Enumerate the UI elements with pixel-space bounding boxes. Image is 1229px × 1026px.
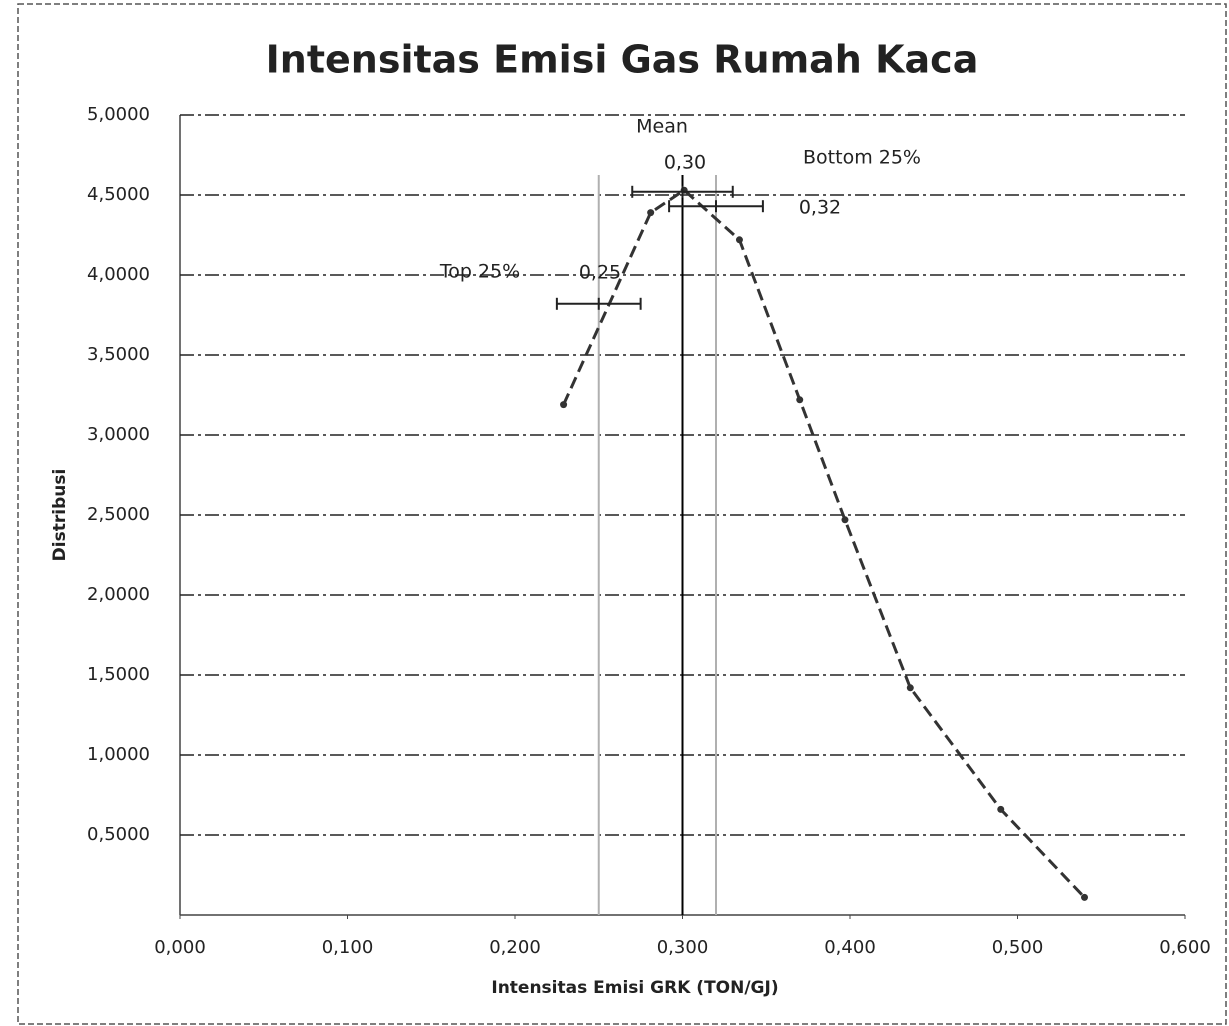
x-tick-label: 0,500 — [992, 937, 1044, 958]
data-point — [560, 401, 568, 409]
x-tick-label: 0,200 — [489, 937, 541, 958]
y-tick-label: 1,5000 — [87, 664, 150, 685]
y-tick-label: 5,0000 — [87, 104, 150, 125]
y-tick-label: 4,0000 — [87, 264, 150, 285]
y-tick-label: 3,5000 — [87, 344, 150, 365]
y-tick-label: 4,5000 — [87, 184, 150, 205]
x-tick-label: 0,400 — [824, 937, 876, 958]
y-tick-label: 0,5000 — [87, 824, 150, 845]
x-tick-label: 0,100 — [322, 937, 374, 958]
annotation: Top 25% — [439, 261, 520, 283]
y-axis-label: Distribusi — [50, 469, 70, 562]
annotation: Mean — [636, 116, 688, 138]
data-point — [796, 396, 804, 404]
data-point — [997, 805, 1005, 813]
x-tick-label: 0,300 — [657, 937, 709, 958]
x-tick-label: 0,600 — [1159, 937, 1211, 958]
y-tick-label: 3,0000 — [87, 424, 150, 445]
annotation: 0,25 — [579, 262, 621, 284]
error-bar — [631, 185, 734, 198]
annotation: 0,30 — [664, 152, 706, 174]
x-axis-label: Intensitas Emisi GRK (TON/GJ) — [491, 978, 778, 998]
annotation: 0,32 — [799, 197, 841, 219]
y-tick-label: 1,0000 — [87, 744, 150, 765]
error-bar — [555, 297, 642, 310]
chart-title: Intensitas Emisi Gas Rumah Kaca — [266, 38, 979, 82]
x-tick-label: 0,000 — [154, 937, 206, 958]
data-point — [647, 209, 655, 217]
data-point — [906, 684, 914, 692]
annotation: Bottom 25% — [803, 147, 921, 169]
data-point — [841, 516, 849, 524]
y-tick-label: 2,5000 — [87, 504, 150, 525]
error-bar — [668, 200, 764, 213]
frame — [17, 3, 1227, 1025]
y-tick-label: 2,0000 — [87, 584, 150, 605]
data-point — [1081, 893, 1088, 901]
data-point — [735, 236, 743, 244]
